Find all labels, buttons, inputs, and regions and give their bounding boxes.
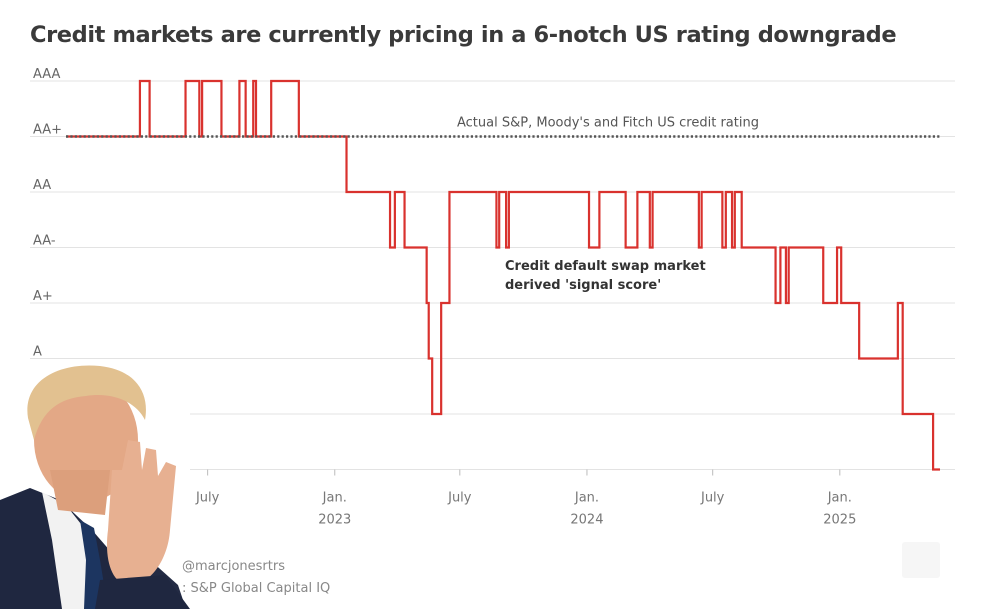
cds-signal-score-line [66,79,940,471]
person-photo [0,360,190,609]
sleeve [95,575,190,609]
y-tick-label: AA- [33,234,56,249]
watermark-box [902,542,940,578]
x-tick-label: July [195,491,220,506]
cds-score-label-line1: Credit default swap market [505,259,706,274]
actual-rating-label: Actual S&P, Moody's and Fitch US credit … [457,116,759,131]
chart-title: Credit markets are currently pricing in … [30,22,897,48]
x-tick-year: 2024 [570,513,603,528]
author-credit: @marcjonesrtrs [182,559,285,574]
source-note: : S&P Global Capital IQ [182,581,331,596]
y-tick-label: A [33,345,42,360]
raised-hand [106,440,176,585]
footer: @marcjonesrtrs : S&P Global Capital IQ [182,556,330,600]
x-tick-label: July [447,491,472,506]
x-tick-label: Jan. [574,491,599,506]
x-tick-year: 2025 [823,513,856,528]
y-axis-labels: AAA AA+ AA AA- A+ A [33,67,62,360]
y-tick-label: AA+ [33,123,62,138]
hair [27,365,146,440]
annotations: Actual S&P, Moody's and Fitch US credit … [457,116,759,294]
series [66,79,940,471]
y-tick-label: AAA [33,67,61,82]
y-tick-label: AA [33,178,51,193]
x-tick-label: July [700,491,725,506]
x-axis-labels: July Jan. 2023 July Jan. 2024 July Jan. 2025 [195,469,856,528]
x-tick-label: Jan. [827,491,852,506]
y-tick-label: A+ [33,289,53,304]
x-tick-label: Jan. [322,491,347,506]
x-tick-year: 2023 [318,513,351,528]
neck [50,470,110,515]
cds-score-label-line2: derived 'signal score' [505,278,661,293]
